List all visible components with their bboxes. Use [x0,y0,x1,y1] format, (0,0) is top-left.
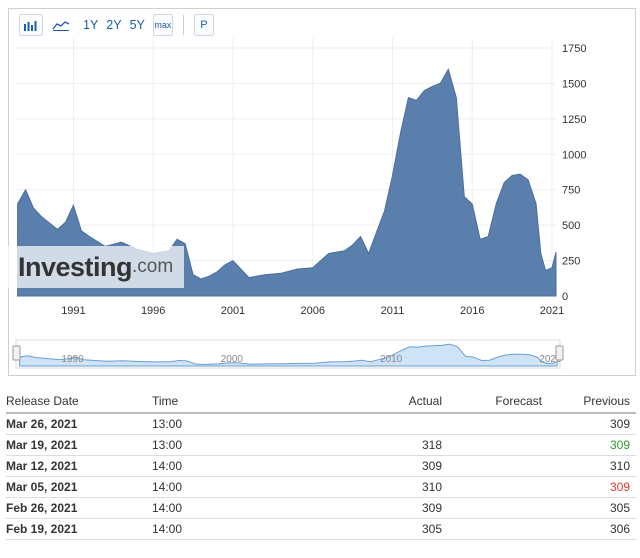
navigator-area [19,343,558,367]
time-cell: 14:00 [152,455,332,477]
x-tick-label: 2001 [221,305,245,317]
previous-cell: 306 [542,518,636,540]
table-row: Mar 19, 2021 13:00 318 309 [6,434,636,456]
range-max-button[interactable]: max [152,14,173,36]
previous-cell: 309 [542,413,636,435]
navigator-tick-label: 1990 [61,354,84,365]
x-axis: 1991 1996 2001 2006 2011 2016 2021 [61,305,564,317]
table-row: Feb 26, 2021 14:00 309 305 [6,497,636,519]
actual-cell: 318 [332,434,442,456]
table-header-row: Release Date Time Actual Forecast Previo… [6,389,636,414]
forecast-cell [442,497,542,519]
actual-cell: 309 [332,455,442,477]
header-forecast[interactable]: Forecast [442,389,542,414]
x-tick-label: 2006 [300,305,324,317]
p-button[interactable]: P [193,14,214,36]
table-row: Mar 05, 2021 14:00 310 309 [6,476,636,498]
logo-word: Investing [18,251,133,282]
range-2y-button[interactable]: 2Y [106,18,122,32]
actual-cell: 310 [332,476,442,498]
previous-cell: 310 [542,455,636,477]
area-chart-icon[interactable] [49,14,73,36]
y-tick-label: 1000 [562,149,586,161]
forecast-cell [442,518,542,540]
y-tick-label: 250 [562,256,580,268]
y-axis: 0 250 500 750 1000 1250 1500 1750 [562,43,586,303]
time-cell: 13:00 [152,413,332,435]
forecast-cell [442,476,542,498]
time-cell: 13:00 [152,434,332,456]
time-cell: 14:00 [152,476,332,498]
actual-cell: 309 [332,497,442,519]
release-date-cell: Feb 19, 2021 [6,518,152,540]
release-date-cell: Mar 26, 2021 [6,413,152,435]
table-row: Feb 19, 2021 14:00 305 306 [6,518,636,540]
x-tick-label: 1996 [141,305,165,317]
release-date-cell: Feb 26, 2021 [6,497,152,519]
y-tick-label: 500 [562,220,580,232]
navigator-tick-label: 2000 [221,354,244,365]
bar-chart-icon[interactable] [19,14,43,36]
investing-logo: Investing .com [8,246,184,288]
chart-toolbar: 1Y 2Y 5Y max P [19,13,214,37]
release-date-cell: Mar 05, 2021 [6,476,152,498]
navigator-tick-label: 2020 [539,354,562,365]
forecast-cell [442,434,542,456]
x-tick-label: 1991 [61,305,85,317]
header-release-date[interactable]: Release Date [6,389,152,414]
y-tick-label: 1500 [562,78,586,90]
toolbar-divider [182,15,184,35]
forecast-cell [442,455,542,477]
navigator-handle-right[interactable] [555,345,564,361]
range-5y-button[interactable]: 5Y [129,18,145,32]
navigator-axis: 1990 2000 2010 2020 [61,354,562,365]
y-tick-label: 0 [562,291,568,303]
time-cell: 14:00 [152,518,332,540]
y-tick-label: 1250 [562,114,586,126]
actual-cell: 305 [332,518,442,540]
area-chart: 0 250 500 750 1000 1250 1500 1750 1991 1996 2001 2… [12,38,586,369]
table-row: Mar 12, 2021 14:00 309 310 [6,455,636,477]
table-row: Mar 26, 2021 13:00 309 [6,413,636,435]
previous-cell: 305 [542,497,636,519]
x-tick-label: 2021 [540,305,564,317]
y-tick-label: 1750 [562,43,586,55]
forecast-cell [442,413,542,435]
header-actual[interactable]: Actual [332,389,442,414]
x-tick-label: 2011 [381,305,405,317]
y-tick-label: 750 [562,185,580,197]
release-table: Release Date Time Actual Forecast Previo… [6,389,636,540]
x-tick-label: 2016 [460,305,484,317]
range-1y-button[interactable]: 1Y [83,18,99,32]
previous-cell: 309 [542,434,636,456]
actual-cell [332,413,442,435]
header-time[interactable]: Time [152,389,332,414]
logo-domain: .com [132,256,174,277]
time-cell: 14:00 [152,497,332,519]
header-previous[interactable]: Previous [542,389,636,414]
release-date-cell: Mar 12, 2021 [6,455,152,477]
release-date-cell: Mar 19, 2021 [6,434,152,456]
navigator-tick-label: 2010 [380,354,403,365]
previous-cell: 309 [542,476,636,498]
navigator-handle-left[interactable] [12,345,21,361]
